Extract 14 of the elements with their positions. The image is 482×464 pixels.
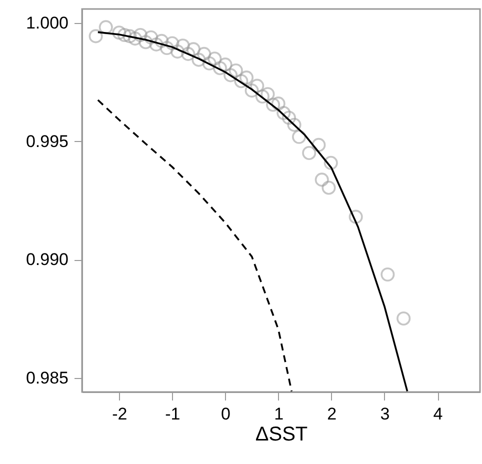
x-tick-label: 2 — [327, 404, 337, 424]
x-tick-label: 0 — [221, 404, 231, 424]
x-tick-label: 1 — [274, 404, 284, 424]
y-tick-label: 0.985 — [26, 368, 68, 388]
x-tick-label: 3 — [380, 404, 390, 424]
x-axis-title: ΔSST — [255, 424, 308, 446]
y-tick-label: 1.000 — [26, 14, 68, 33]
x-tick-label: 4 — [433, 404, 443, 424]
x-tick-label: -1 — [165, 404, 180, 424]
line-series — [97, 99, 293, 392]
x-tick-label: -2 — [112, 404, 128, 424]
y-tick-label: 0.990 — [26, 250, 68, 270]
line-series — [97, 31, 408, 392]
y-tick-label: 0.995 — [26, 132, 68, 151]
